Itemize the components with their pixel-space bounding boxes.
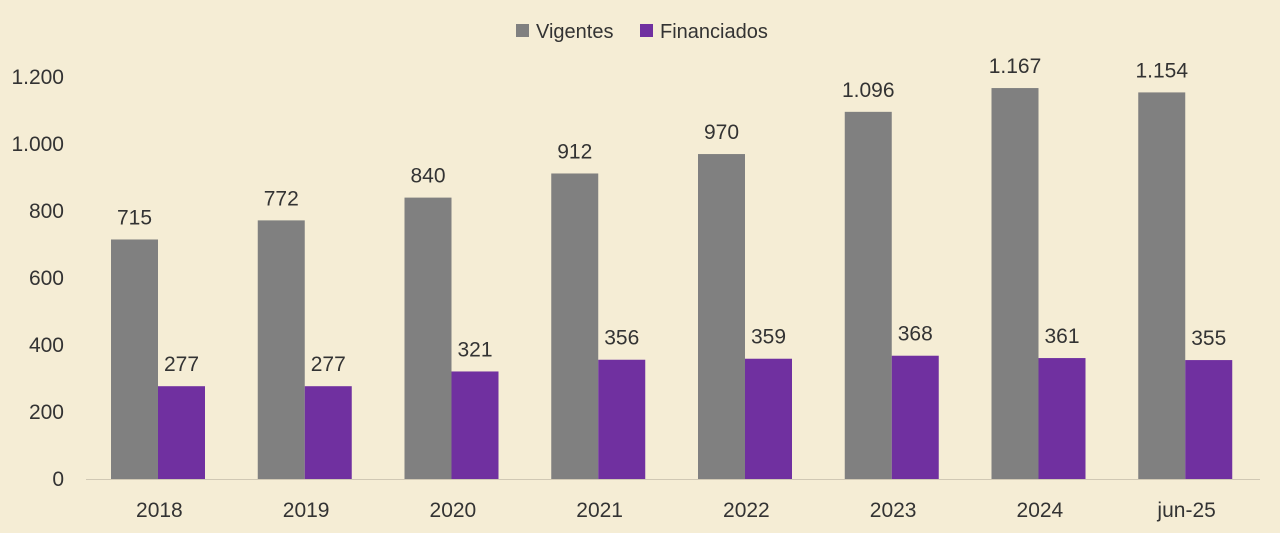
bar-financiados xyxy=(598,359,646,479)
bar-vigentes xyxy=(698,154,745,480)
y-tick-label: 0 xyxy=(52,468,64,491)
x-tick-label: 2024 xyxy=(1017,499,1064,522)
data-label-financiados: 361 xyxy=(1044,325,1079,348)
legend-label-vigentes: Vigentes xyxy=(536,21,613,43)
bar-vigentes xyxy=(844,111,892,479)
bar-vigentes xyxy=(991,88,1039,480)
bar-vigentes xyxy=(111,239,158,479)
bars xyxy=(111,88,1233,480)
data-label-vigentes: 1.154 xyxy=(1135,59,1188,82)
y-tick-label: 600 xyxy=(29,267,64,290)
x-axis: 2018 2019 2020 2021 2022 2023 2024 jun-25 xyxy=(86,479,1260,522)
data-label-vigentes: 912 xyxy=(557,140,592,163)
legend-swatch-financiados xyxy=(640,24,653,37)
x-tick-label: 2020 xyxy=(430,499,477,522)
bar-financiados xyxy=(891,355,939,479)
data-label-vigentes: 1.096 xyxy=(842,79,895,102)
bar-financiados xyxy=(158,386,205,479)
data-label-financiados: 368 xyxy=(898,323,933,346)
data-label-vigentes: 715 xyxy=(117,206,152,229)
y-tick-label: 1.200 xyxy=(11,66,64,89)
data-label-financiados: 277 xyxy=(311,353,346,376)
x-tick-label: 2021 xyxy=(576,499,623,522)
bar-vigentes xyxy=(257,220,305,479)
x-tick-label: 2023 xyxy=(870,499,917,522)
data-label-financiados: 355 xyxy=(1191,327,1226,350)
y-tick-label: 200 xyxy=(29,401,64,424)
y-axis: 0 200 400 600 800 1.000 1.200 xyxy=(11,66,64,491)
legend-label-financiados: Financiados xyxy=(660,21,768,43)
y-tick-label: 400 xyxy=(29,334,64,357)
data-labels: 715 772 840 912 970 1.096 1.167 1.154 277 277 321 3… xyxy=(117,55,1226,376)
bar-vigentes xyxy=(404,197,452,479)
x-tick-label: 2018 xyxy=(136,499,183,522)
data-label-vigentes: 1.167 xyxy=(989,55,1042,78)
data-label-vigentes: 840 xyxy=(410,165,445,188)
bar-financiados xyxy=(451,371,499,479)
bar-vigentes xyxy=(1138,92,1186,479)
data-label-vigentes: 772 xyxy=(264,187,299,210)
bar-financiados xyxy=(304,386,352,479)
data-label-financiados: 277 xyxy=(164,353,199,376)
data-label-financiados: 359 xyxy=(751,326,786,349)
legend: Vigentes Financiados xyxy=(516,21,768,43)
y-tick-label: 800 xyxy=(29,200,64,223)
bar-financiados xyxy=(745,358,792,479)
data-label-financiados: 356 xyxy=(604,327,639,350)
y-tick-label: 1.000 xyxy=(11,133,64,156)
x-tick-label: 2019 xyxy=(283,499,330,522)
x-tick-label: 2022 xyxy=(723,499,770,522)
legend-swatch-vigentes xyxy=(516,24,529,37)
x-tick-label: jun-25 xyxy=(1156,499,1215,522)
data-label-vigentes: 970 xyxy=(704,121,739,144)
bar-financiados xyxy=(1185,360,1233,479)
bar-financiados xyxy=(1038,358,1086,479)
bar-vigentes xyxy=(551,173,599,480)
data-label-financiados: 321 xyxy=(457,338,492,361)
